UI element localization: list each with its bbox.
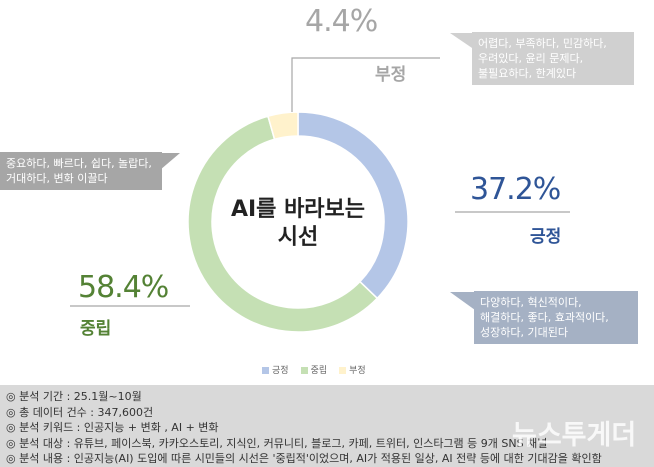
slice-neutral bbox=[187, 115, 379, 333]
neutral-percent: 58.4% bbox=[78, 270, 169, 305]
neutral-keywords-bubble: 중요하다, 빠르다, 쉽다, 놀랍다, 거대하다, 변화 이끌다 bbox=[0, 152, 162, 190]
analysis-info-footer: ◎ 분석 기간 : 25.1월~10월 ◎ 총 데이터 건수 : 347,600… bbox=[0, 385, 654, 467]
chart-title: AI를 바라보는 시선 bbox=[222, 196, 374, 252]
slice-negative bbox=[267, 111, 299, 141]
footer-line: ◎ 분석 기간 : 25.1월~10월 bbox=[6, 390, 142, 403]
keyword-line: 어렵다, 부족하다, 민감하다, bbox=[478, 37, 607, 50]
bubble-tail bbox=[450, 33, 475, 50]
keyword-line: 성장하다, 기대된다 bbox=[480, 326, 568, 339]
positive-percent: 37.2% bbox=[470, 172, 561, 207]
watermark-logo: 뉴스투게더 bbox=[512, 420, 637, 451]
keyword-line: 거대하다, 변화 이끌다 bbox=[6, 172, 108, 185]
negative-percent: 4.4% bbox=[305, 4, 378, 39]
negative-keywords-bubble: 어렵다, 부족하다, 민감하다, 우려있다, 윤리 문제다, 불필요하다, 한계… bbox=[472, 32, 634, 85]
keyword-line: 중요하다, 빠르다, 쉽다, 놀랍다, bbox=[6, 157, 152, 170]
bubble-tail bbox=[450, 292, 475, 310]
legend-item-positive: 긍정 bbox=[262, 363, 289, 376]
legend-item-neutral: 중립 bbox=[300, 363, 327, 376]
keyword-line: 우려있다, 윤리 문제다, bbox=[478, 52, 584, 65]
footer-line: ◎ 총 데이터 건수 : 347,600건 bbox=[6, 405, 154, 419]
neutral-label: 중립 bbox=[80, 319, 112, 339]
bubble-tail bbox=[160, 153, 180, 170]
legend-item-negative: 부정 bbox=[339, 363, 366, 376]
positive-label: 긍정 bbox=[530, 227, 562, 247]
keyword-line: 불필요하다, 한계있다 bbox=[478, 67, 577, 80]
footer-line: ◎ 분석 키워드 : 인공지능 + 변화 , AI + 변화 bbox=[6, 421, 219, 434]
footer-line: ◎ 분석 대상 : 유튜브, 페이스북, 카카오스토리, 지식인, 커뮤니티, … bbox=[6, 436, 548, 450]
chart-legend: 긍정 중립 부정 bbox=[262, 363, 366, 376]
negative-label: 부정 bbox=[375, 65, 407, 85]
keyword-line: 다양하다, 혁신적이다, bbox=[480, 296, 582, 309]
positive-keywords-bubble: 다양하다, 혁신적이다, 해결하다, 좋다, 효과적이다, 성장하다, 기대된다 bbox=[474, 291, 638, 344]
footer-line: ◎ 분석 내용 : 인공지능(AI) 도입에 따른 시민들의 시선은 '중립적'… bbox=[6, 452, 602, 465]
title-line: 시선 bbox=[277, 225, 319, 250]
keyword-line: 해결하다, 좋다, 효과적이다, bbox=[480, 311, 609, 324]
title-line: AI를 바라보는 bbox=[230, 197, 366, 222]
negative-leader-line bbox=[291, 57, 440, 112]
